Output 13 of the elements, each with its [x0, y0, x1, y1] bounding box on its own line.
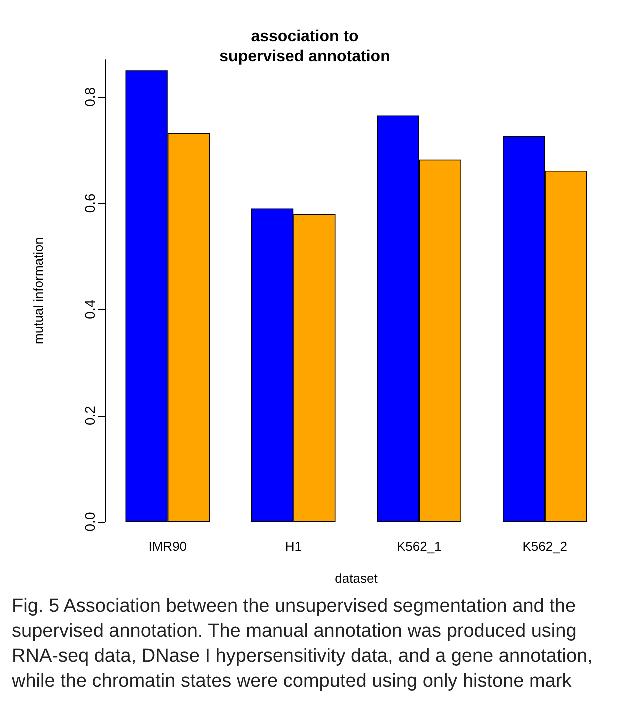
chart-title: association to supervised annotation: [220, 28, 390, 66]
x-tick-label: IMR90: [148, 539, 188, 554]
y-tick-label: 0.0: [82, 512, 98, 532]
x-axis-title: dataset: [335, 571, 378, 586]
y-tick-label: 0.2: [82, 406, 98, 426]
y-tick-label: 0.4: [82, 300, 98, 320]
x-tick-label: H1: [285, 539, 302, 554]
caption: Fig. 5 Association between the unsupervised segmentation and the supervised annotation. The manual annotation was produced using RNA-seq data, DNase I hypersensitivity data, and a gene annotation, while the chromatin states were computed using only histone mark: [11, 595, 594, 694]
x-tick-label: K562_1: [396, 539, 442, 554]
y-axis-title: mutual information: [31, 238, 46, 344]
y-tick-label: 0.8: [82, 87, 98, 107]
y-tick-label: 0.6: [82, 193, 98, 214]
x-tick-label: K562_2: [522, 539, 568, 554]
